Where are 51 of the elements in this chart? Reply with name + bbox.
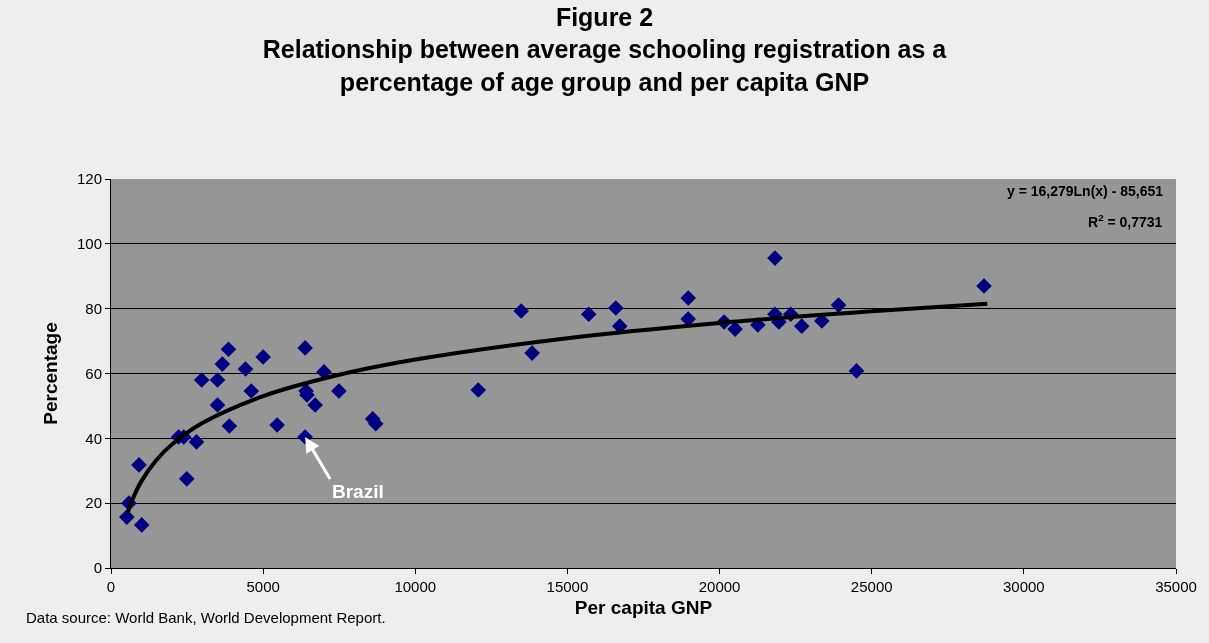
point	[237, 361, 254, 377]
point	[269, 417, 285, 433]
x-tick-label: 35000	[1155, 578, 1197, 595]
y-tick-label: 40	[85, 429, 102, 447]
y-tick-label: 100	[76, 235, 102, 253]
point	[513, 303, 529, 319]
point	[220, 341, 237, 357]
point	[188, 434, 205, 450]
y-tick-label: 120	[76, 170, 102, 188]
point	[470, 382, 487, 398]
y-tick-label: 80	[85, 299, 102, 317]
point	[608, 300, 624, 316]
y-tick-label: 0	[93, 559, 102, 577]
point	[307, 397, 323, 413]
point	[680, 290, 697, 306]
y-tick-label: 60	[85, 364, 102, 382]
point	[178, 471, 195, 487]
point	[209, 397, 226, 413]
source-note: Data source: World Bank, World Development Report.	[26, 609, 386, 626]
point	[793, 318, 810, 334]
point	[209, 372, 226, 388]
point	[131, 457, 147, 473]
point	[297, 340, 313, 356]
point	[214, 356, 231, 372]
x-tick-label: 25000	[850, 578, 893, 595]
x-axis-title: Per capita GNP	[574, 596, 713, 618]
point	[221, 418, 238, 434]
point	[976, 278, 992, 294]
x-tick-label: 30000	[1003, 578, 1045, 595]
point	[830, 297, 847, 313]
point	[133, 517, 150, 533]
annotation: y = 16,279Ln(x) - 85,651	[1007, 183, 1164, 199]
point	[255, 349, 271, 365]
x-tick-label: 5000	[246, 578, 280, 595]
point	[848, 363, 865, 379]
point	[580, 306, 597, 322]
x-tick-label: 15000	[546, 578, 589, 595]
point	[767, 250, 783, 266]
point	[119, 509, 135, 525]
point	[193, 372, 210, 388]
chart-title: Figure 2 Relationship between average schooling registration as a percentage of age group and per capita GNP	[262, 2, 948, 96]
point	[524, 345, 540, 361]
y-tick-label: 20	[85, 494, 102, 512]
x-tick-label: 0	[106, 578, 116, 595]
annotation: R$^{2}$ = 0,7731	[1088, 212, 1163, 230]
y-axis-title: Percentage	[39, 322, 61, 425]
x-tick-label: 10000	[394, 578, 437, 595]
point	[331, 383, 347, 399]
annotation: Brazil	[332, 481, 384, 502]
x-tick-label: 20000	[698, 578, 741, 595]
point	[243, 383, 260, 399]
